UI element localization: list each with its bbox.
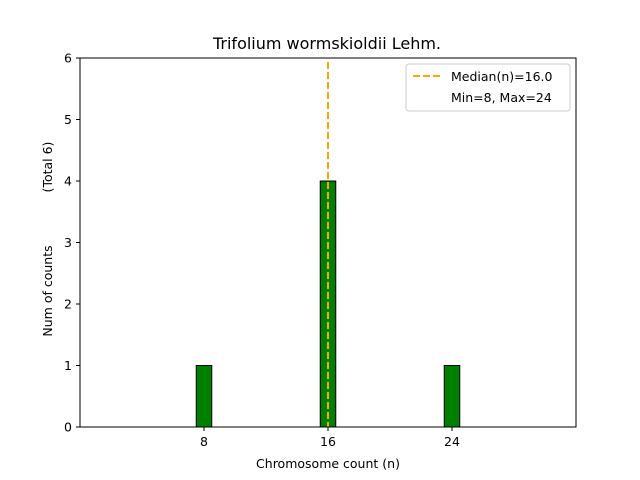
bar-24	[443, 365, 461, 428]
chart-title: Trifolium wormskioldii Lehm.	[212, 34, 441, 53]
y-tick-label-2: 2	[64, 297, 72, 312]
y-axis-total-label: (Total 6)	[40, 142, 55, 193]
x-axis-label: Chromosome count (n)	[256, 456, 400, 471]
y-tick-label-1: 1	[64, 358, 72, 373]
y-tick-label-3: 3	[64, 235, 72, 250]
y-tick-label-0: 0	[64, 420, 72, 435]
bar-8	[195, 365, 213, 428]
y-tick-label-5: 5	[64, 112, 72, 127]
legend-range-label: Min=8, Max=24	[451, 90, 552, 105]
plot-area: 8 16 24 0 1 2 3 4 5 6	[64, 51, 510, 449]
plot-frame	[79, 57, 577, 428]
y-axis-label: Num of counts	[40, 245, 55, 336]
legend-median-label: Median(n)=16.0	[451, 69, 552, 84]
legend-box	[405, 63, 571, 112]
x-tick-label-8: 8	[200, 434, 208, 449]
y-tick-label-6: 6	[64, 51, 72, 66]
x-tick-label-24: 24	[444, 434, 460, 449]
x-tick-label-16: 16	[320, 434, 336, 449]
y-tick-label-4: 4	[64, 174, 72, 189]
legend: Median(n)=16.0 Min=8, Max=24	[405, 63, 571, 112]
